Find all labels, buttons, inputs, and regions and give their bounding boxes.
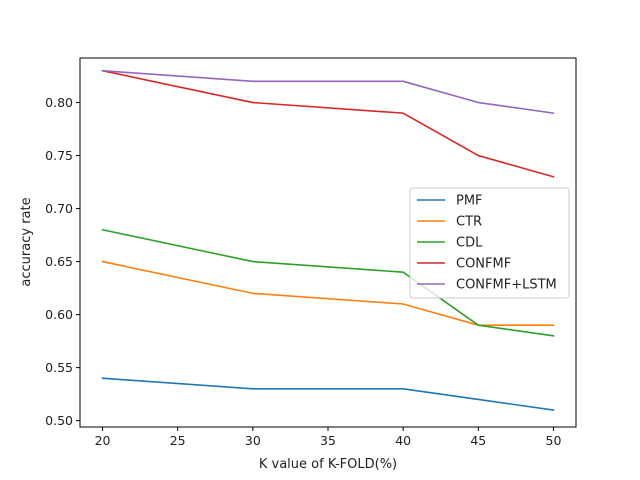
x-tick-label: 40 [395,433,411,448]
x-tick-label: 30 [245,433,261,448]
series-line-ctr [101,260,555,327]
series-lines [101,69,555,411]
y-axis-label: accuracy rate [19,197,34,286]
y-axis: 0.50 0.55 0.60 0.65 0.70 0.75 0.80 [45,95,80,428]
legend-label: CONFMF+LSTM [456,278,557,293]
y-tick-label: 0.75 [45,148,73,163]
y-tick-label: 0.55 [45,360,73,375]
legend-label: CONFMF [456,257,511,272]
legend-box [409,187,570,299]
series-line-pmf [101,377,555,411]
y-tick-label: 0.60 [45,307,73,322]
x-axis-label: K value of K-FOLD(%) [259,457,397,472]
x-tick-label: 50 [546,433,562,448]
x-axis: 20 25 30 35 40 45 50 [95,427,562,448]
y-tick-label: 0.70 [45,201,73,216]
legend-label: CTR [456,215,482,230]
legend-label: CDL [456,236,483,251]
x-tick-label: 35 [320,433,336,448]
y-tick-label: 0.80 [45,95,73,110]
y-tick-label: 0.65 [45,254,73,269]
x-tick-label: 45 [470,433,486,448]
series-line-cdl [101,228,555,337]
series-line-confmf-lstm [101,69,555,115]
legend: PMF CTR CDL CONFMF CONFMF+LSTM [409,187,570,299]
x-tick-label: 20 [95,433,111,448]
legend-label: PMF [456,194,483,209]
y-tick-label: 0.50 [45,413,73,428]
x-tick-label: 25 [170,433,186,448]
series-line-confmf [101,69,555,178]
